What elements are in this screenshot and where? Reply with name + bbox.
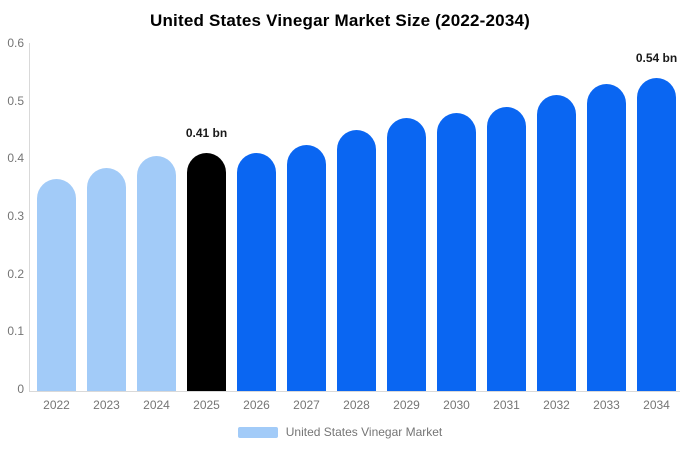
- x-tick-label-2028: 2028: [343, 398, 370, 412]
- legend-label: United States Vinegar Market: [285, 425, 443, 439]
- bar-2027: [287, 144, 326, 391]
- bar-2024: [137, 156, 176, 391]
- x-tick-label-2023: 2023: [93, 398, 120, 412]
- y-tick-label: 0: [17, 382, 24, 396]
- bar-2034: [637, 77, 676, 391]
- x-tick-label-2027: 2027: [293, 398, 320, 412]
- x-tick-label-2030: 2030: [443, 398, 470, 412]
- bar-2029: [387, 118, 426, 391]
- bar-2028: [337, 130, 376, 391]
- bar-2022: [37, 179, 76, 391]
- bar-2030: [437, 112, 476, 391]
- x-tick-label-2022: 2022: [43, 398, 70, 412]
- y-tick-label: 0.5: [7, 93, 24, 108]
- y-tick-label: 0.6: [7, 36, 24, 50]
- x-axis-line: [29, 391, 680, 392]
- bar-2025: [187, 153, 226, 391]
- y-tick-label: 0.1: [7, 324, 24, 339]
- chart-title: United States Vinegar Market Size (2022-…: [149, 11, 530, 30]
- x-tick-label-2029: 2029: [393, 398, 420, 412]
- x-tick-label-2033: 2033: [593, 398, 620, 412]
- legend: United States Vinegar Market: [0, 425, 680, 439]
- x-tick-label-2032: 2032: [543, 398, 570, 412]
- y-tick-label: 0.3: [7, 209, 24, 223]
- x-tick-label-2024: 2024: [143, 398, 170, 412]
- value-label-2025: 0.41 bn: [185, 126, 228, 141]
- legend-item-united-states-vinegar-market[interactable]: United States Vinegar Market: [237, 425, 443, 439]
- bar-2032: [537, 95, 576, 391]
- y-tick-label: 0.4: [7, 151, 24, 166]
- bar-2033: [587, 83, 626, 391]
- bar-2026: [237, 153, 276, 391]
- x-tick-label-2034: 2034: [643, 398, 670, 412]
- value-label-2034: 0.54 bn: [635, 50, 678, 65]
- legend-swatch: [237, 426, 278, 438]
- x-tick-label-2026: 2026: [243, 398, 270, 412]
- x-tick-label-2025: 2025: [193, 398, 220, 412]
- x-tick-label-2031: 2031: [493, 398, 520, 412]
- y-tick-label: 0.2: [7, 266, 24, 281]
- bar-2023: [87, 167, 126, 391]
- y-axis-line: [29, 43, 30, 392]
- bar-2031: [487, 106, 526, 391]
